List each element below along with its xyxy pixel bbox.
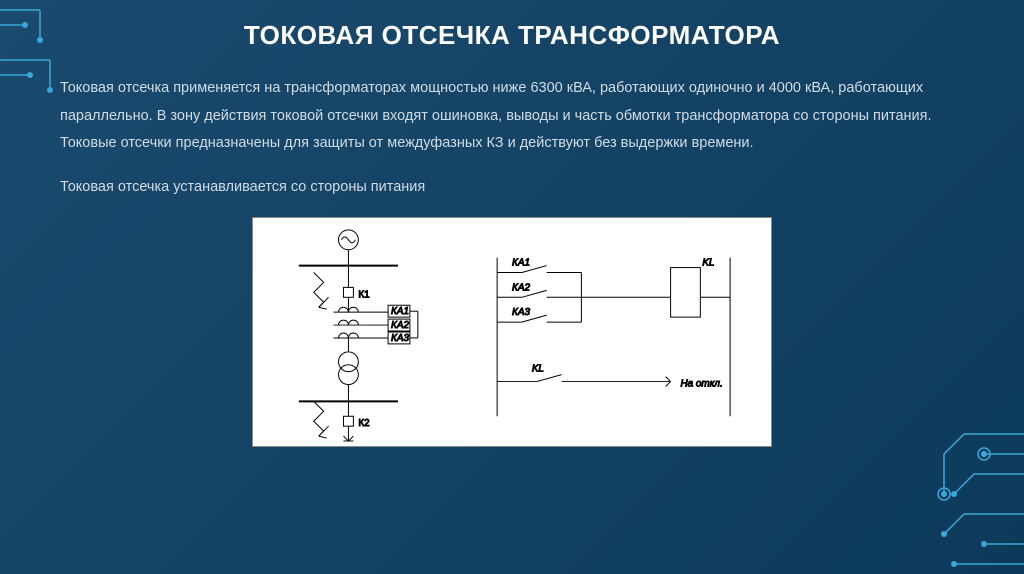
slide-content: ТОКОВАЯ ОТСЕЧКА ТРАНСФОРМАТОРА Токовая о…	[0, 0, 1024, 574]
k1-label: К1	[358, 289, 370, 300]
diagram-svg: К1 КА1 КА2	[253, 218, 771, 446]
slide-title: ТОКОВАЯ ОТСЕЧКА ТРАНСФОРМАТОРА	[60, 20, 964, 51]
ka2-label: КА2	[391, 320, 409, 331]
paragraph-2: Токовая отсечка устанавливается со сторо…	[60, 174, 964, 202]
right-ka2: КА2	[512, 283, 530, 294]
ka3-label: КА3	[391, 333, 409, 344]
kl-coil-label: KL	[702, 258, 714, 269]
k2-label: К2	[358, 418, 370, 429]
paragraph-1: Токовая отсечка применяется на трансформ…	[60, 75, 964, 158]
ka1-label: КА1	[391, 306, 409, 317]
electrical-diagram: К1 КА1 КА2	[252, 217, 772, 447]
right-ka1: КА1	[512, 258, 530, 269]
output-text: На откл.	[681, 379, 723, 390]
right-ka3: КА3	[512, 307, 530, 318]
kl-contact-label: KL	[532, 364, 544, 375]
